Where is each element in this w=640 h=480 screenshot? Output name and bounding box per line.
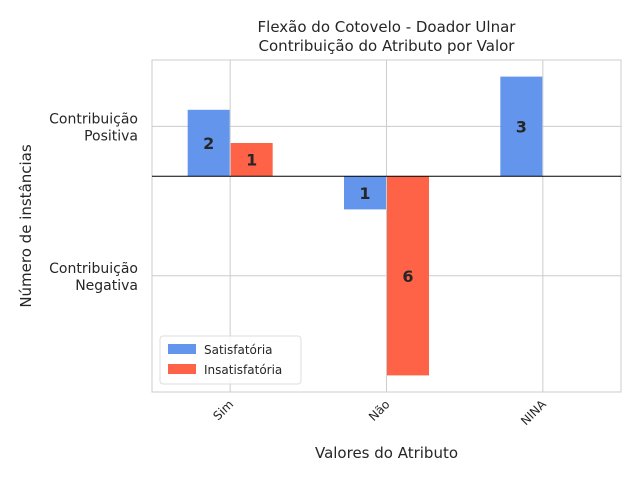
bar-value-label: 3	[516, 117, 527, 136]
bar-labels: 2 1 3 1 6	[203, 117, 527, 285]
y-tick-label: Contribuição Negativa	[49, 261, 138, 294]
legend-swatch	[168, 344, 196, 354]
bar-value-label: 6	[402, 267, 413, 286]
y-axis-label: Número de instâncias	[17, 144, 35, 308]
legend-label: Insatisfatória	[204, 363, 282, 377]
x-tick-label: Não	[366, 397, 393, 424]
bar-insatisfatória-1	[387, 176, 429, 376]
bar-value-label: 1	[359, 184, 370, 203]
bar-satisfatória-2	[500, 76, 543, 177]
chart-title: Flexão do Cotovelo - Doador Ulnar Contrib…	[258, 18, 517, 55]
legend: Satisfatória Insatisfatória	[159, 335, 302, 385]
legend-swatch	[168, 364, 196, 374]
y-tick-labels: Contribuição Positiva Contribuição Negativa	[49, 111, 138, 293]
bar-satisfatória-0	[187, 109, 230, 177]
x-tick-labels: Sim Não NINA	[210, 397, 549, 428]
bars	[187, 76, 543, 376]
x-tick-label: NINA	[518, 397, 549, 428]
bar-insatisfatória-0	[230, 143, 273, 177]
x-tick-label: Sim	[210, 397, 236, 423]
legend-label: Satisfatória	[204, 343, 273, 357]
bar-value-label: 1	[246, 151, 257, 170]
y-tick-label: Contribuição Positiva	[49, 111, 138, 144]
x-axis-label: Valores do Atributo	[315, 444, 458, 462]
bar-value-label: 2	[203, 134, 214, 153]
bar-satisfatória-1	[344, 176, 386, 210]
